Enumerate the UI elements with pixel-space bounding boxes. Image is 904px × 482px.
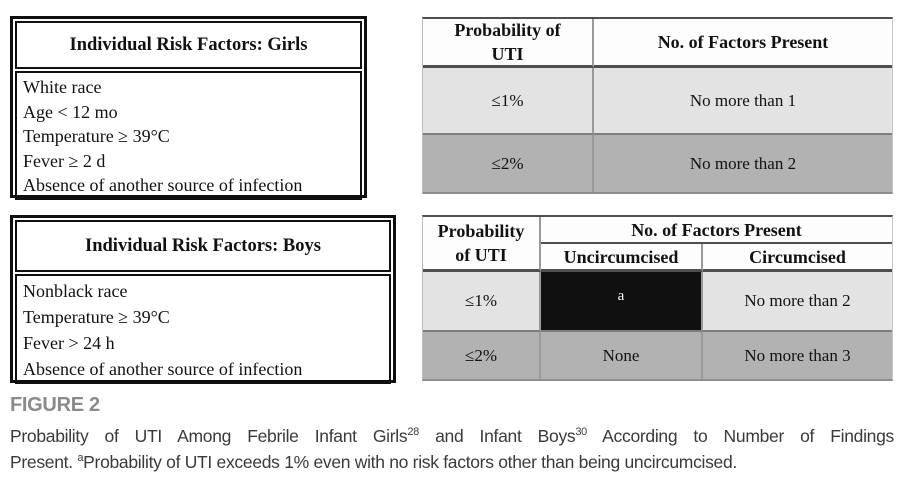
girls-risk-factors-list: White race Age < 12 mo Temperature ≥ 39°… xyxy=(15,71,362,200)
risk-factor-item: Fever ≥ 2 d xyxy=(23,150,106,171)
factors-cell: No more than 2 xyxy=(594,135,892,192)
probability-cell: ≤2% xyxy=(423,332,541,379)
probability-header-label: Probability of UTI xyxy=(437,221,525,265)
circumcised-cell: No more than 2 xyxy=(703,272,892,332)
boys-uti-probability-table: Probability of UTI No. of Factors Presen… xyxy=(422,215,893,381)
uncircumcised-footnote-cell: a xyxy=(541,272,703,332)
footnote-superscript: a xyxy=(77,452,84,465)
risk-factor-item: Temperature ≥ 39°C xyxy=(23,307,170,327)
risk-factor-item: Nonblack race xyxy=(23,281,128,301)
risk-factor-item: Absence of another source of infection xyxy=(23,175,303,195)
girls-risk-factors-box: Individual Risk Factors: Girls White rac… xyxy=(10,16,367,200)
probability-cell: ≤1% xyxy=(423,272,541,332)
reference-superscript: 28 xyxy=(407,426,419,439)
girls-risk-factors-title: Individual Risk Factors: Girls xyxy=(15,21,362,69)
circumcised-header-cell: Circumcised xyxy=(703,244,892,272)
probability-cell: ≤1% xyxy=(423,68,594,135)
footnote-marker: a xyxy=(617,287,625,304)
risk-factor-item: Temperature ≥ 39°C xyxy=(23,126,170,146)
uncircumcised-header-cell: Uncircumcised xyxy=(541,244,703,272)
figure-label: FIGURE 2 xyxy=(10,394,100,416)
probability-header-cell: Probability of UTI xyxy=(423,19,594,68)
caption-text: Probability of UTI Among Febrile Infant … xyxy=(10,426,408,446)
caption-text: and Infant Boys xyxy=(418,426,576,446)
factors-group-header-cell: No. of Factors Present xyxy=(541,217,892,244)
probability-header-cell: Probability of UTI xyxy=(423,217,541,272)
caption-line-1: Probability of UTI Among Febrile Infant … xyxy=(10,423,894,449)
boys-risk-factors-title: Individual Risk Factors: Boys xyxy=(15,220,391,272)
caption-text: Present. xyxy=(10,452,78,472)
caption-text: According to Number of Findings xyxy=(587,426,894,446)
risk-factor-item: Fever > 24 h xyxy=(23,333,115,353)
probability-header-label: Probability of UTI xyxy=(454,20,561,64)
caption-line-2: Present. aProbability of UTI exceeds 1% … xyxy=(10,449,894,475)
risk-factor-item: Absence of another source of infection xyxy=(23,359,303,379)
boys-risk-factors-list: Nonblack race Temperature ≥ 39°C Fever >… xyxy=(15,274,391,384)
factors-header-cell: No. of Factors Present xyxy=(594,19,892,68)
risk-factor-item: Age < 12 mo xyxy=(23,101,118,122)
risk-factor-item: White race xyxy=(23,77,102,97)
uncircumcised-cell: None xyxy=(541,332,703,379)
circumcised-cell: No more than 3 xyxy=(703,332,892,379)
boys-risk-factors-box: Individual Risk Factors: Boys Nonblack r… xyxy=(10,215,396,384)
figure-caption: Probability of UTI Among Febrile Infant … xyxy=(10,423,894,475)
factors-cell: No more than 1 xyxy=(594,68,892,135)
girls-uti-probability-table: Probability of UTI No. of Factors Presen… xyxy=(422,17,893,194)
caption-text: Probability of UTI exceeds 1% even with … xyxy=(83,452,737,472)
probability-cell: ≤2% xyxy=(423,135,594,192)
reference-superscript: 30 xyxy=(575,426,587,439)
